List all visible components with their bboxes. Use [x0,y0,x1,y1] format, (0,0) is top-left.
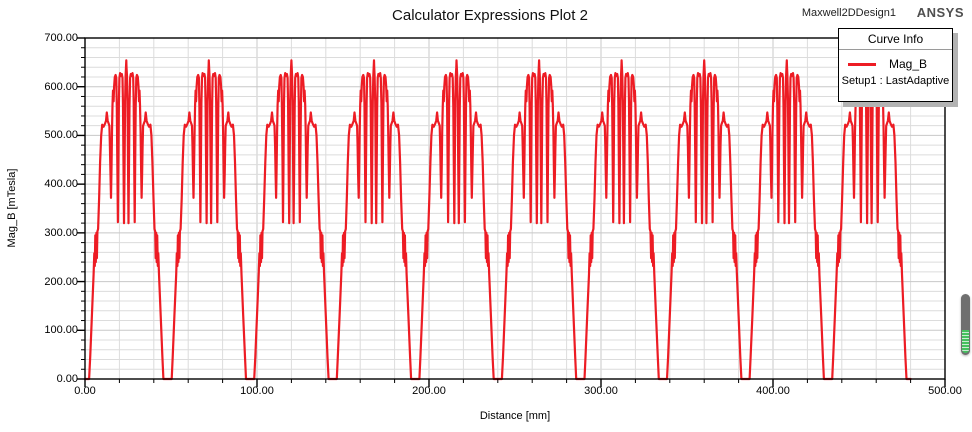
legend-header: Curve Info [839,29,952,50]
scrollbar-stripes [962,330,969,353]
ansys-logo: ANSYS [916,5,964,20]
x-axis-title: Distance [mm] [479,410,551,422]
y-tick-label: 200.00 [44,275,78,288]
x-tick-label: 200.00 [412,385,446,397]
legend-setup-label: Setup1 : LastAdaptive [841,75,950,87]
x-tick-label: 100.00 [240,385,274,397]
x-tick-label: 300.00 [584,385,618,397]
y-tick-label: 300.00 [44,226,78,239]
design-name: Maxwell2DDesign1 [801,7,896,19]
x-tick-label: 0.00 [74,385,96,397]
y-tick-label: 500.00 [44,129,78,142]
x-tick-label: 500.00 [928,385,962,397]
y-axis-title: Mag_B [mTesla] [6,168,18,248]
y-tick-label: 100.00 [44,324,78,337]
y-tick-label: 0.00 [56,373,78,385]
plot-title: Calculator Expressions Plot 2 [392,7,588,24]
legend-row: Mag_B [839,57,952,71]
legend-box[interactable]: Curve Info Mag_B Setup1 : LastAdaptive [838,28,953,102]
x-tick-label: 400.00 [756,385,790,397]
legend-swatch-line [848,62,876,66]
scrollbar-thumb[interactable] [961,294,970,355]
legend-series-name: Mag_B [889,57,928,71]
y-tick-label: 700.00 [44,32,78,44]
y-tick-label: 400.00 [44,178,78,191]
y-tick-label: 600.00 [44,80,78,93]
